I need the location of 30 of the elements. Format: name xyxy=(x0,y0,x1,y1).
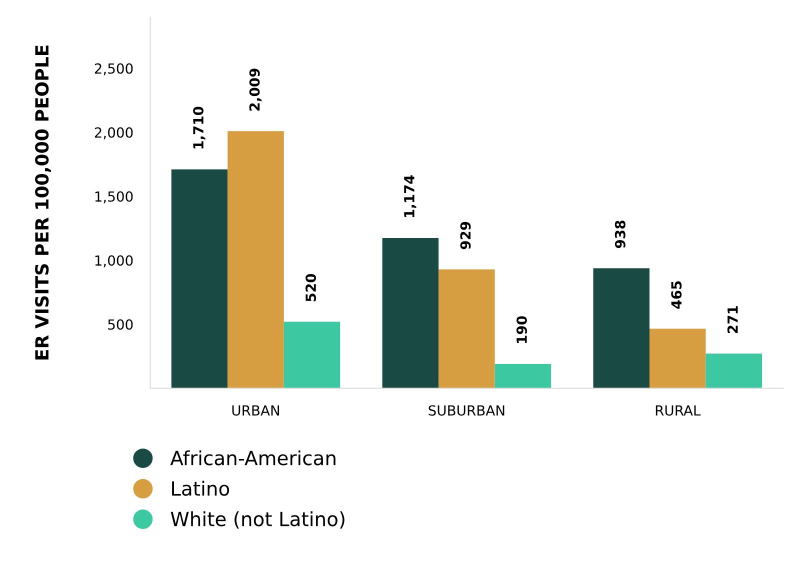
bar xyxy=(650,328,706,388)
bar xyxy=(228,131,284,388)
x-tick-label: URBAN xyxy=(232,405,280,416)
data-label: 271 xyxy=(727,306,738,334)
data-label: 1,174 xyxy=(404,175,416,218)
data-label: 1,710 xyxy=(193,106,206,148)
data-label: 2,009 xyxy=(249,68,262,111)
bar xyxy=(382,238,439,388)
y-tick-label: 2,500 xyxy=(94,63,133,76)
y-tick-label: 1,500 xyxy=(95,191,133,204)
legend-label: Latino xyxy=(172,480,230,496)
y-tick-label: 1,000 xyxy=(95,255,133,268)
bar xyxy=(438,269,495,388)
legend-label: White (not Latino) xyxy=(170,511,344,529)
data-label: 938 xyxy=(614,220,626,248)
bar xyxy=(171,169,228,388)
data-label: 929 xyxy=(460,222,471,250)
x-tick-label: RURAL xyxy=(656,405,701,416)
bar xyxy=(593,268,650,388)
data-label: 465 xyxy=(671,281,682,309)
y-tick-label: 2,000 xyxy=(94,127,133,140)
y-axis-title: ER VISITS PER 100,000 PEOPLE xyxy=(35,46,52,360)
bar xyxy=(706,354,762,388)
data-label: 190 xyxy=(516,316,527,343)
legend-label: African-American xyxy=(170,450,336,466)
bar xyxy=(284,322,340,388)
bar xyxy=(494,364,552,388)
x-tick-label: SUBURBAN xyxy=(428,405,504,416)
data-label: 520 xyxy=(306,274,316,302)
y-tick-label: 500 xyxy=(108,319,133,330)
